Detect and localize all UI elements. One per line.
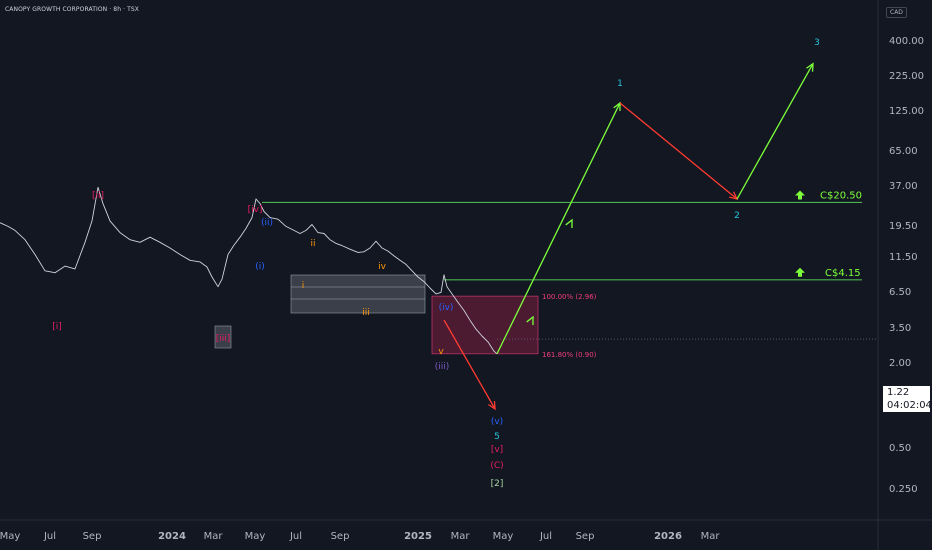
x-tick-label: 2026 xyxy=(654,531,682,542)
wave-label: (ii) xyxy=(261,218,273,228)
y-tick-label: 6.50 xyxy=(889,287,911,298)
x-tick-label: May xyxy=(493,531,514,542)
decline-arrow xyxy=(443,319,496,410)
wave-label: (C) xyxy=(490,461,503,471)
wave-label: [i] xyxy=(52,322,62,332)
wave-label: i xyxy=(302,281,305,291)
bar-countdown: 04:02:04 xyxy=(883,399,932,412)
price-series-line xyxy=(0,186,498,355)
wave-label: (iv) xyxy=(439,303,454,313)
consolidation-box xyxy=(290,274,426,314)
wave-label: iii xyxy=(362,308,370,318)
wave-label: 1 xyxy=(617,79,623,89)
wave-3-arrow-head xyxy=(806,62,814,72)
target-level-label: C$20.50 xyxy=(820,190,862,201)
x-tick-label: Sep xyxy=(83,531,102,542)
wave-iii-box xyxy=(214,325,232,349)
wave-2-arrow xyxy=(619,102,738,200)
x-tick-label: Sep xyxy=(331,531,350,542)
wave-label: 5 xyxy=(494,432,500,442)
wave-label: iv xyxy=(378,262,387,272)
y-tick-label: 2.00 xyxy=(889,358,911,369)
decline-arrow-head xyxy=(488,400,496,411)
x-tick-label: Mar xyxy=(451,531,471,542)
wave-1-mid-arrow-head xyxy=(565,218,573,229)
y-tick-label: 19.50 xyxy=(889,221,918,232)
x-tick-label: Jul xyxy=(289,531,302,542)
wave-3-arrow xyxy=(736,63,814,200)
wave-label: ii xyxy=(310,239,315,249)
x-tick-label: Mar xyxy=(204,531,224,542)
fib-level-label: 161.80% (0.90) xyxy=(542,351,597,359)
fib-level-label: 100.00% (2.96) xyxy=(542,293,597,301)
currency-badge[interactable]: CAD xyxy=(886,7,907,18)
y-tick-label: 11.50 xyxy=(889,252,918,263)
wave-label: 3 xyxy=(814,38,820,48)
wave-label: [iii] xyxy=(216,334,231,344)
y-tick-label: 65.00 xyxy=(889,146,918,157)
wave-label: [2] xyxy=(491,479,504,489)
wave-1-arrow xyxy=(496,102,621,355)
target-up-icon xyxy=(795,267,805,277)
target-up-icon xyxy=(795,190,805,200)
wave-label: 2 xyxy=(734,211,740,221)
y-tick-label: 125.00 xyxy=(889,106,924,117)
wave-label: [ii] xyxy=(92,191,104,201)
x-tick-label: Jul xyxy=(43,531,56,542)
x-tick-label: Sep xyxy=(576,531,595,542)
wave-1-mid-arrow-head xyxy=(526,315,534,326)
x-tick-label: May xyxy=(0,531,20,542)
y-tick-label: 0.50 xyxy=(889,443,911,454)
wave-label: (iii) xyxy=(435,362,450,372)
x-tick-label: 2025 xyxy=(404,531,432,542)
y-tick-label: 400.00 xyxy=(889,36,924,47)
x-tick-label: Jul xyxy=(539,531,552,542)
wave-label: v xyxy=(438,347,444,357)
wave-label: [iv] xyxy=(248,205,263,215)
wave-label: (v) xyxy=(491,417,503,427)
wave-label: [v] xyxy=(491,445,503,455)
y-tick-label: 225.00 xyxy=(889,71,924,82)
x-tick-label: 2024 xyxy=(158,531,186,542)
x-tick-label: May xyxy=(245,531,266,542)
y-tick-label: 3.50 xyxy=(889,323,911,334)
last-price-tag: 1.22 xyxy=(883,386,930,399)
y-tick-label: 0.250 xyxy=(889,484,918,495)
target-level-label: C$4.15 xyxy=(825,268,861,279)
x-tick-label: Mar xyxy=(701,531,721,542)
y-tick-label: 37.00 xyxy=(889,181,918,192)
wave-label: (i) xyxy=(255,262,265,272)
symbol-title: CANOPY GROWTH CORPORATION · 8h · TSX xyxy=(5,6,140,13)
